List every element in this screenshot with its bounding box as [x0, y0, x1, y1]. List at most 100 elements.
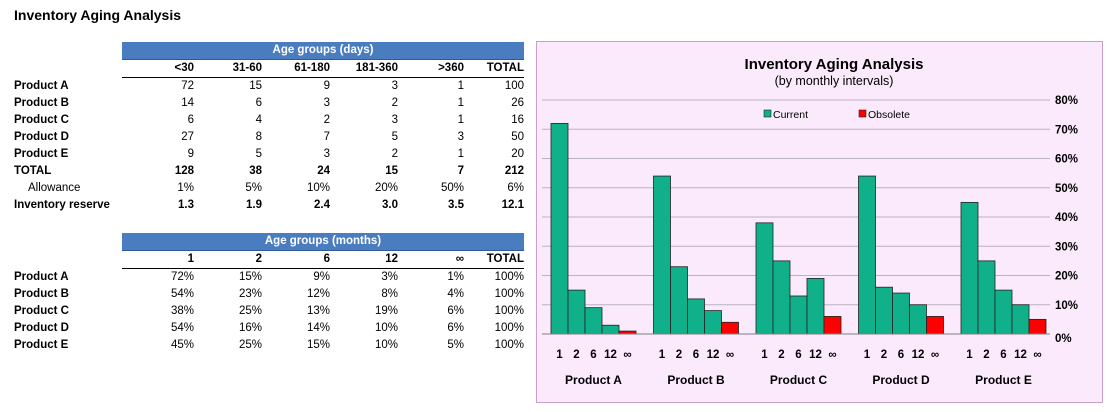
table-cell: 1% [447, 271, 464, 283]
legend-label: Obsolete [868, 109, 910, 121]
table-cell: 8% [381, 288, 398, 300]
column-header: 181-360 [330, 59, 398, 78]
table-cell: 1% [177, 182, 194, 194]
table-cell: 15 [249, 80, 262, 92]
bar [721, 321, 739, 335]
legend-swatch [763, 109, 772, 118]
table-cell: 16 [511, 114, 524, 126]
bar [858, 175, 876, 335]
table-cell: 10% [306, 182, 330, 194]
x-tick-label: 12 [809, 349, 822, 361]
x-tick-label: 2 [983, 349, 989, 361]
chart-title: Inventory Aging Analysis [745, 56, 924, 73]
table-cell: 27 [181, 131, 194, 143]
bar [789, 295, 808, 335]
table-cell: 20% [374, 182, 398, 194]
bar [892, 292, 910, 335]
table-cell: 25% [238, 339, 262, 351]
row-label: Product B [14, 288, 69, 300]
table-cell: 25% [238, 305, 262, 317]
bar [704, 310, 722, 335]
row-label: Product D [14, 322, 69, 334]
table-cell: 4% [447, 288, 464, 300]
table-cell: 24 [317, 165, 330, 177]
reserve-row: Inventory reserve 1.3 1.9 2.4 3.0 3.5 12… [14, 197, 524, 214]
table-cell: 9% [313, 271, 330, 283]
x-tick-label: 6 [590, 349, 596, 361]
row-label: Product E [14, 148, 69, 160]
table-cell: 19% [374, 305, 398, 317]
bar [1028, 318, 1047, 335]
table-cell: 3 [391, 80, 398, 92]
table-cell: 54% [170, 322, 194, 334]
x-tick-label: 6 [693, 349, 699, 361]
x-tick-label: 6 [795, 349, 801, 361]
table-cell: 38 [249, 165, 262, 177]
table-cell: 3% [381, 271, 398, 283]
total-row: TOTAL 128 38 24 15 7 212 [14, 163, 524, 180]
table-row: Product B 14 6 3 2 1 26 [14, 95, 524, 112]
table-row: Product A 72 15 9 3 1 100 [14, 78, 524, 96]
table-cell: 2 [391, 148, 398, 160]
table-cell: 3 [391, 114, 398, 126]
table-cell: 23% [238, 288, 262, 300]
months-band-header: Age groups (months) [122, 233, 524, 251]
table-cell: 9 [323, 80, 330, 92]
table-row: Product C 6 4 2 3 1 16 [14, 112, 524, 129]
row-label: Product B [14, 97, 69, 109]
bar [875, 286, 893, 335]
table-cell: 13% [306, 305, 330, 317]
table-cell: 1 [457, 80, 464, 92]
column-header: <30 [122, 59, 194, 78]
chart-subtitle: (by monthly intervals) [775, 74, 894, 88]
days-band-header: Age groups (days) [122, 42, 524, 60]
table-row: Product D 27 8 7 5 3 50 [14, 129, 524, 146]
table-cell: 15% [306, 339, 330, 351]
x-tick-label: 12 [707, 349, 720, 361]
table-cell: 100% [494, 322, 524, 334]
table-cell: 2 [323, 114, 330, 126]
table-cell: 100% [494, 339, 524, 351]
x-tick-label: 12 [1014, 349, 1027, 361]
table-row: Product A 72% 15% 9% 3% 1% 100% [14, 269, 524, 287]
column-header: 2 [194, 250, 262, 269]
table-cell: 6 [255, 97, 262, 109]
table-cell: 72 [181, 80, 194, 92]
x-tick-label: 2 [778, 349, 784, 361]
table-cell: 5% [447, 339, 464, 351]
table-cell: 1 [457, 114, 464, 126]
x-tick-label: 2 [573, 349, 579, 361]
table-row: Product E 9 5 3 2 1 20 [14, 146, 524, 163]
column-header: 1 [122, 250, 194, 269]
y-tick-label: 40% [1055, 212, 1078, 224]
table-cell: 6% [447, 322, 464, 334]
group-label: Product B [667, 373, 725, 387]
row-label: Allowance [28, 182, 81, 194]
table-cell: 1.3 [178, 199, 194, 211]
x-tick-label: ∞ [623, 349, 631, 361]
bar [926, 316, 944, 335]
table-cell: 20 [511, 148, 524, 160]
y-tick-label: 20% [1055, 271, 1078, 283]
table-cell: 50% [440, 182, 464, 194]
row-label: Product C [14, 114, 69, 126]
x-tick-label: 1 [864, 349, 871, 361]
group-label: Product E [975, 373, 1032, 387]
legend-label: Current [773, 109, 808, 121]
x-tick-label: 12 [912, 349, 925, 361]
days-table: Age groups (days) <30 31-60 61-180 181-3… [14, 42, 524, 214]
table-cell: 100% [494, 271, 524, 283]
table-cell: 12.1 [501, 199, 524, 211]
bar [909, 304, 927, 335]
table-row: Product C 38% 25% 13% 19% 6% 100% [14, 303, 524, 320]
bar [584, 307, 603, 335]
table-cell: 14 [181, 97, 194, 109]
x-tick-label: 12 [604, 349, 617, 361]
x-tick-label: ∞ [726, 349, 734, 361]
bar [755, 222, 774, 335]
table-cell: 16% [238, 322, 262, 334]
x-tick-label: ∞ [828, 349, 836, 361]
x-tick-label: 1 [966, 349, 973, 361]
row-label: Inventory reserve [14, 199, 110, 211]
row-label: Product D [14, 131, 69, 143]
